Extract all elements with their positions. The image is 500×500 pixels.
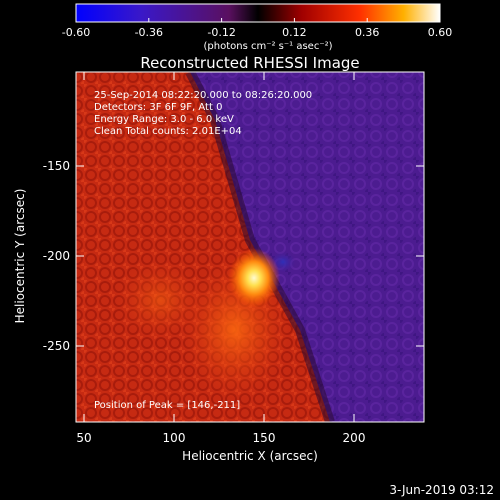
clean-counts-text: Clean Total counts: 2.01E+04 (94, 126, 242, 137)
colorbar (75, 3, 441, 23)
y-axis-label: Heliocentric Y (arcsec) (13, 189, 27, 324)
energy-range-text: Energy Range: 3.0 - 6.0 keV (94, 114, 234, 125)
x-tick-label: 100 (163, 431, 186, 445)
colorbar-tick-label: 0.60 (428, 26, 453, 39)
colorbar-ticks (75, 18, 441, 22)
x-axis-label: Heliocentric X (arcsec) (182, 449, 318, 463)
colorbar-tick-label: -0.60 (62, 26, 90, 39)
colorbar-tick-label: -0.12 (207, 26, 235, 39)
y-axis-ticks (76, 165, 424, 347)
image-title: Reconstructed RHESSI Image (140, 54, 359, 72)
x-tick-label: 200 (343, 431, 366, 445)
rhessi-image (76, 72, 424, 422)
y-tick-label: -200 (43, 249, 70, 263)
detectors-text: Detectors: 3F 6F 9F, Att 0 (94, 102, 222, 113)
flare-peak (228, 248, 280, 308)
colorbar-tick-label: 0.12 (282, 26, 307, 39)
peak-position-text: Position of Peak = [146,-211] (94, 400, 240, 411)
colorbar-unit-label: (photons cm⁻² s⁻¹ asec⁻²) (203, 41, 332, 52)
footer-timestamp: 3-Jun-2019 03:12 (389, 483, 494, 497)
x-tick-label: 50 (76, 431, 91, 445)
colorbar-tick-label: -0.36 (135, 26, 163, 39)
x-tick-label: 150 (253, 431, 276, 445)
time-range-text: 25-Sep-2014 08:22:20.000 to 08:26:20.000 (94, 90, 312, 101)
y-tick-label: -250 (43, 339, 70, 353)
colorbar-tick-label: 0.36 (355, 26, 380, 39)
x-axis-ticks (83, 72, 355, 422)
y-tick-label: -150 (43, 159, 70, 173)
plot-frame (75, 71, 425, 423)
